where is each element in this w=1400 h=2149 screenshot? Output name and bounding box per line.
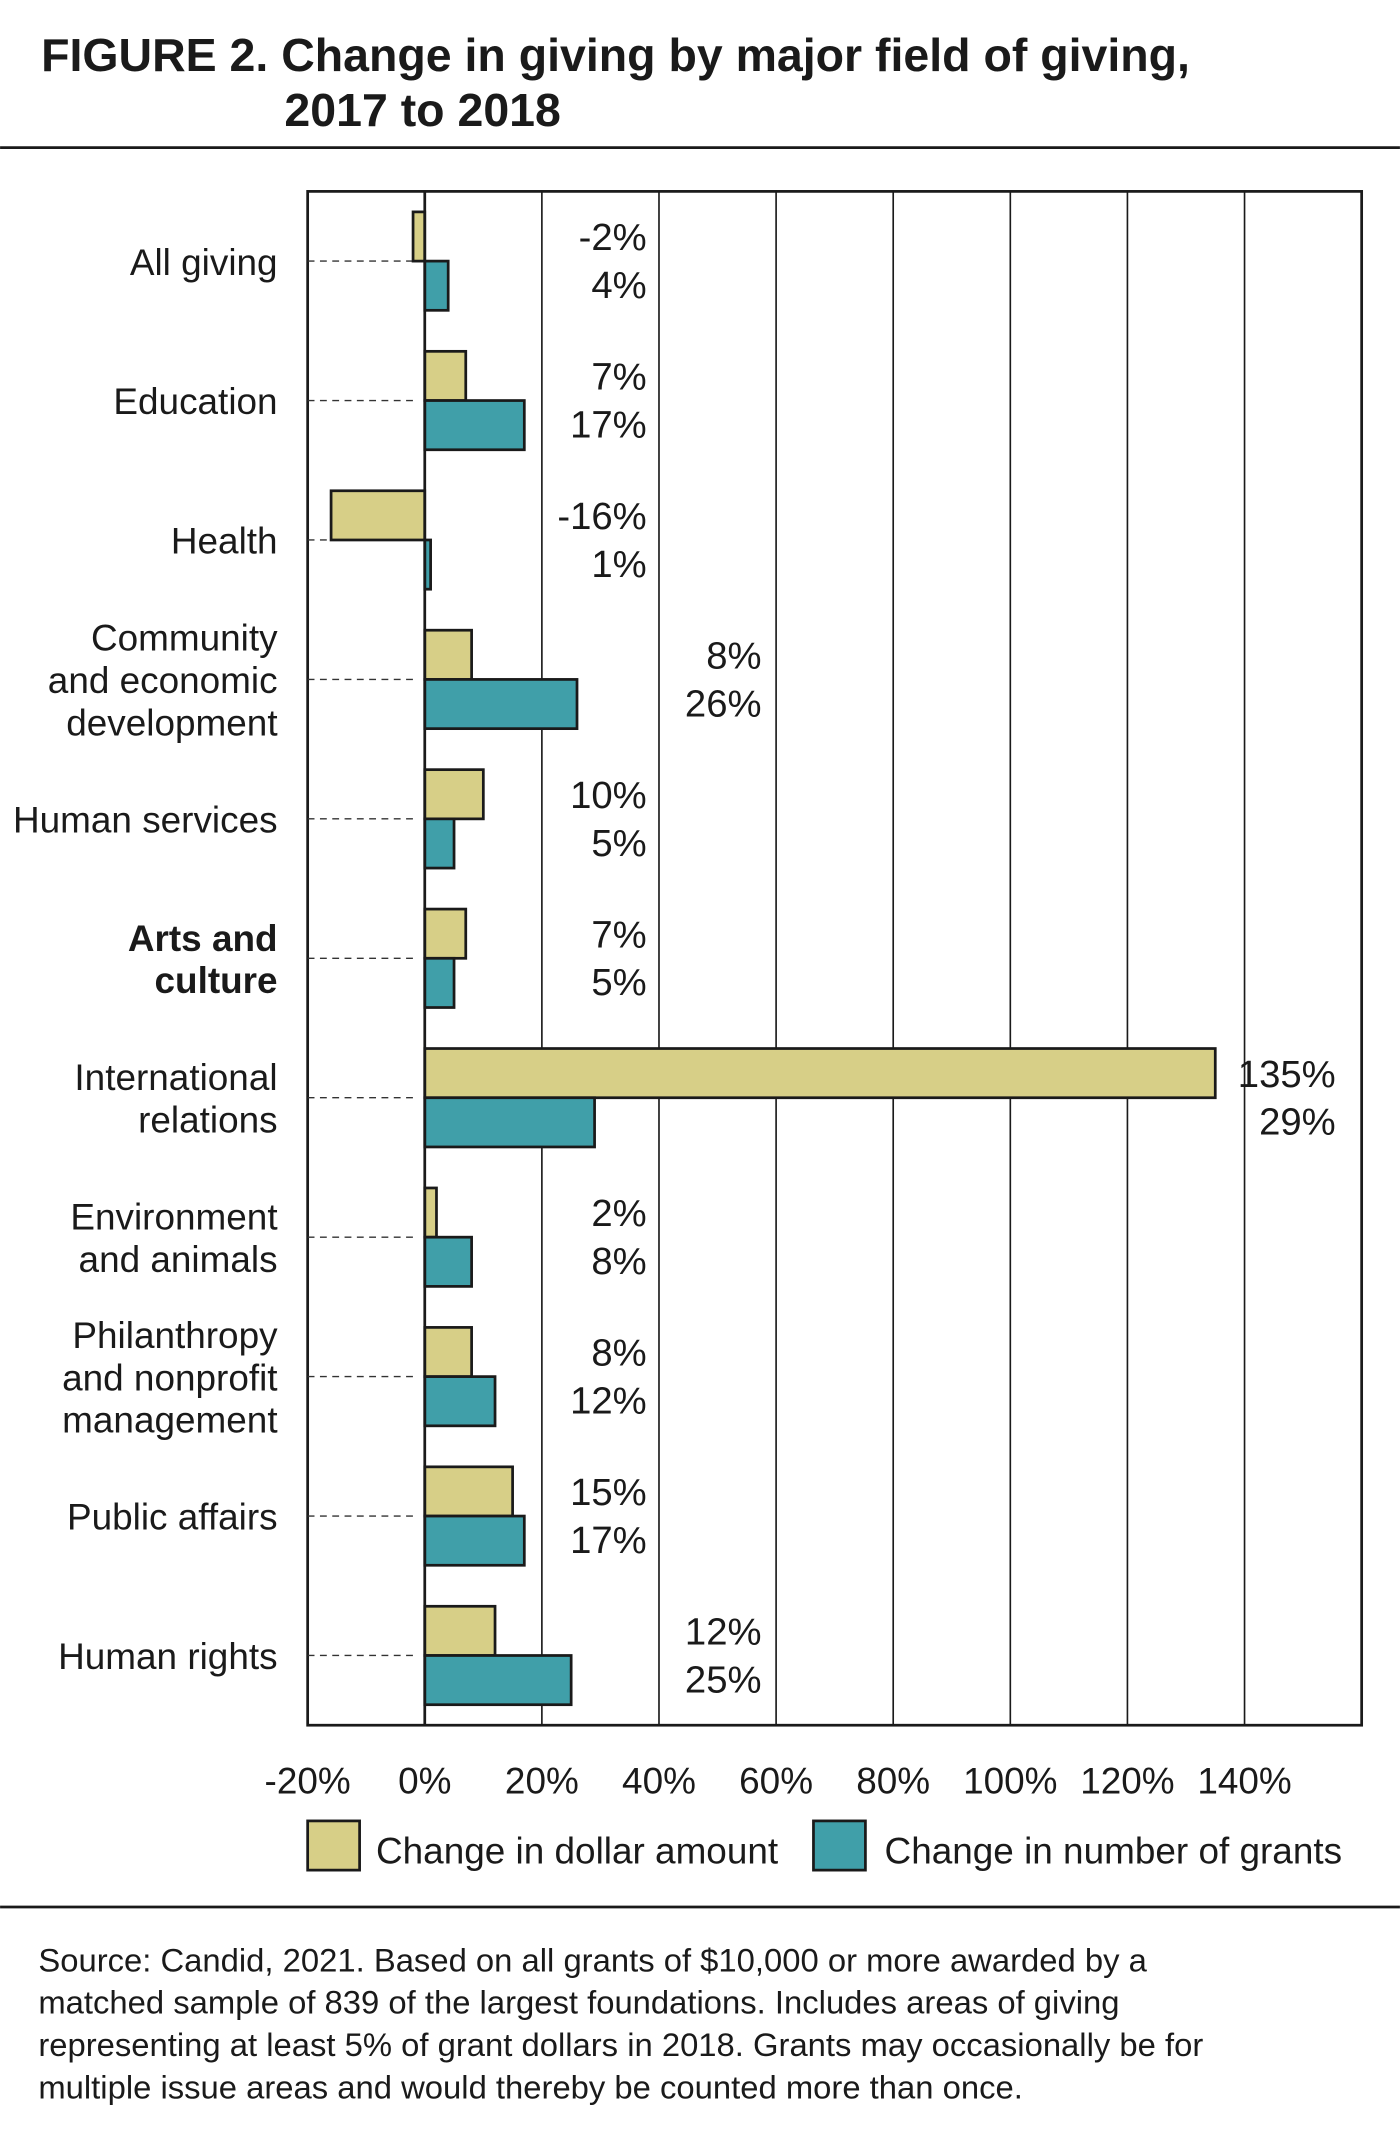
y-tick-label: Education <box>113 381 277 422</box>
data-label: 5% <box>591 822 646 865</box>
legend-swatch <box>812 1819 867 1872</box>
source-note: multiple issue areas and would thereby b… <box>38 2068 1023 2105</box>
y-tick-label: Health <box>171 521 278 562</box>
data-label: -16% <box>557 495 646 538</box>
bar <box>423 678 579 731</box>
x-tick-label: 100% <box>963 1761 1057 1802</box>
chart-title: FIGURE 2. Change in giving by major fiel… <box>41 29 1190 81</box>
data-label: 26% <box>685 682 762 725</box>
data-label: -2% <box>579 216 647 259</box>
y-tick-label: Arts and culture <box>128 918 278 1001</box>
bar <box>411 210 427 263</box>
data-label: 17% <box>570 1519 647 1562</box>
data-label: 8% <box>591 1240 646 1283</box>
bar <box>423 1186 438 1239</box>
data-label: 7% <box>591 913 646 956</box>
data-label: 1% <box>591 543 646 586</box>
y-tick-label: Community and economic development <box>48 618 278 744</box>
bar <box>423 628 473 681</box>
data-label: 15% <box>570 1471 647 1514</box>
bar <box>423 1465 514 1518</box>
x-tick-label: 0% <box>398 1761 451 1802</box>
x-tick-label: 40% <box>622 1761 696 1802</box>
x-tick-label: -20% <box>265 1761 351 1802</box>
chart-title: 2017 to 2018 <box>284 84 560 136</box>
y-tick-label: Public affairs <box>67 1497 278 1538</box>
data-label: 2% <box>591 1192 646 1235</box>
x-tick-label: 80% <box>856 1761 930 1802</box>
data-label: 29% <box>1259 1101 1336 1144</box>
legend-label: Change in number of grants <box>885 1830 1343 1871</box>
data-label: 10% <box>570 774 647 817</box>
bar <box>423 259 450 312</box>
bar <box>423 956 456 1009</box>
bar <box>423 1604 497 1657</box>
x-tick-label: 20% <box>505 1761 579 1802</box>
x-tick-label: 120% <box>1080 1761 1174 1802</box>
data-label: 8% <box>706 634 761 677</box>
bar <box>423 1235 473 1288</box>
source-note: matched sample of 839 of the largest fou… <box>38 1984 1119 2021</box>
y-tick-label: Philanthropy and nonprofit management <box>62 1315 278 1441</box>
bar <box>329 489 427 542</box>
bar <box>423 1096 596 1149</box>
legend-label: Change in dollar amount <box>376 1830 778 1871</box>
data-label: 135% <box>1238 1053 1336 1096</box>
bar <box>423 1654 573 1707</box>
data-label: 7% <box>591 356 646 399</box>
legend-swatch <box>306 1819 361 1872</box>
bar <box>423 1047 1217 1100</box>
bar <box>423 768 485 821</box>
data-label: 12% <box>570 1380 647 1423</box>
y-tick-label: Human services <box>13 800 278 841</box>
data-label: 4% <box>591 264 646 307</box>
bar <box>423 907 468 960</box>
source-note: representing at least 5% of grant dollar… <box>38 2026 1203 2063</box>
bar <box>423 1514 526 1567</box>
data-label: 17% <box>570 403 647 446</box>
bar <box>423 817 456 870</box>
x-tick-label: 60% <box>739 1761 813 1802</box>
bar <box>423 349 468 402</box>
data-label: 5% <box>591 961 646 1004</box>
data-label: 8% <box>591 1332 646 1375</box>
bar <box>423 1326 473 1378</box>
bar <box>423 399 526 452</box>
y-tick-label: All giving <box>130 242 278 283</box>
y-tick-label: Environment and animals <box>70 1197 277 1280</box>
source-note: Source: Candid, 2021. Based on all grant… <box>38 1941 1147 1978</box>
data-label: 12% <box>685 1611 762 1654</box>
bar <box>423 1375 497 1428</box>
data-label: 25% <box>685 1658 762 1701</box>
x-tick-label: 140% <box>1197 1761 1291 1802</box>
y-tick-label: Human rights <box>58 1636 277 1677</box>
y-tick-label: International relations <box>74 1057 277 1140</box>
